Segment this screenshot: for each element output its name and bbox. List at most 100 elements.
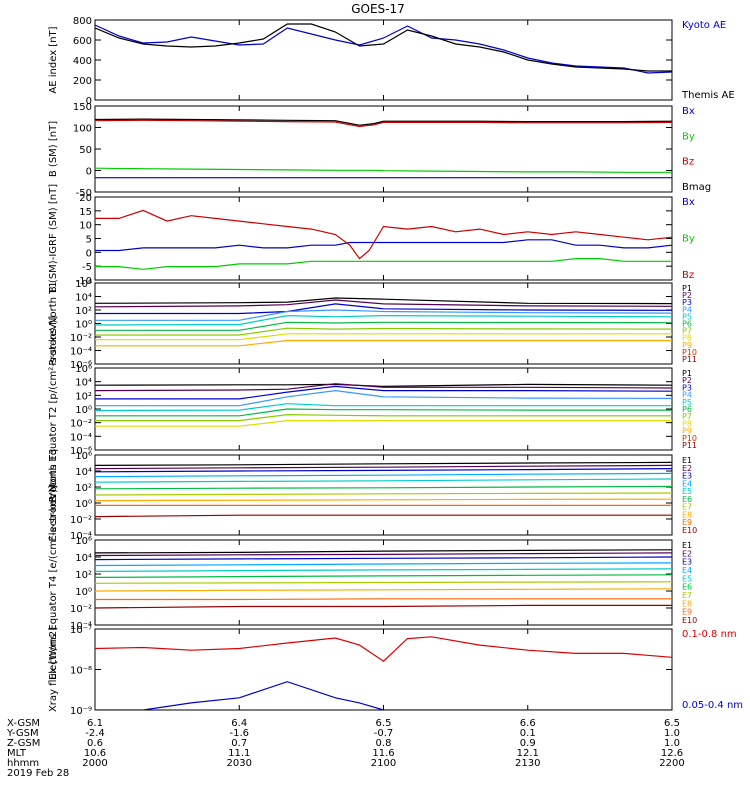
legend-E9: E9 bbox=[682, 518, 692, 527]
y-tick-label: 150 bbox=[73, 102, 92, 113]
legend-P4: P4 bbox=[682, 305, 692, 314]
y-tick-label: 0 bbox=[86, 96, 92, 107]
legend-E3: E3 bbox=[682, 558, 692, 567]
y-tick-label: 800 bbox=[73, 16, 92, 27]
legend-E4: E4 bbox=[682, 479, 692, 488]
series-line-E3 bbox=[95, 468, 672, 473]
axis-row-value: 2130 bbox=[515, 758, 540, 769]
series-line-E4 bbox=[95, 472, 672, 478]
axis-row-value: 12.1 bbox=[517, 748, 539, 759]
y-tick-label: 15 bbox=[79, 207, 92, 218]
y-tick-label: 10⁶ bbox=[75, 279, 92, 290]
series-line-E1 bbox=[95, 549, 672, 554]
y-tick-label: 10⁰ bbox=[75, 320, 92, 331]
legend-E2: E2 bbox=[682, 549, 692, 558]
legend-P2: P2 bbox=[682, 291, 692, 300]
axis-row-value: 0.1 bbox=[520, 728, 536, 739]
axis-row-label: MLT bbox=[7, 748, 27, 759]
y-axis-label: Electrons Equator T4 [e/(cm²-s-sr-keV)] bbox=[48, 485, 59, 680]
series-line-E10 bbox=[95, 514, 672, 518]
series-line-E7 bbox=[95, 581, 672, 584]
series-line-P7 bbox=[95, 413, 672, 422]
y-tick-label: 0 bbox=[86, 167, 92, 178]
y-tick-label: 100 bbox=[73, 124, 92, 135]
y-tick-label: 10⁶ bbox=[75, 536, 92, 547]
y-tick-label: 20 bbox=[79, 193, 92, 204]
axis-row-value: 6.4 bbox=[231, 718, 247, 729]
series-line-E3 bbox=[95, 556, 672, 561]
series-line-Bz bbox=[95, 119, 672, 128]
legend-P3: P3 bbox=[682, 298, 692, 307]
legend-P9: P9 bbox=[682, 427, 692, 436]
y-tick-label: 10⁻² bbox=[70, 419, 92, 430]
y-tick-label: 600 bbox=[73, 36, 92, 47]
legend-P2: P2 bbox=[682, 376, 692, 385]
y-tick-label: 5 bbox=[86, 235, 92, 246]
axis-row-value: 2000 bbox=[82, 758, 107, 769]
y-tick-label: 10⁴ bbox=[75, 467, 92, 478]
axis-row-value: 1.0 bbox=[664, 728, 680, 739]
y-axis-label: Electrons North T3 bbox=[48, 448, 59, 541]
series-line-P6 bbox=[95, 408, 672, 417]
axis-row-value: 12.6 bbox=[661, 748, 683, 759]
legend-P11: P11 bbox=[682, 355, 697, 364]
panel-1: 0 200 400 600 800 AE index [nT] Kyoto AE Themis… bbox=[48, 16, 735, 107]
legend-P9: P9 bbox=[682, 341, 692, 350]
legend-P7: P7 bbox=[682, 327, 692, 336]
panel-2: -50 0 50 100 150 B (SM) [nT] Bx By Bz Bmag bbox=[48, 102, 711, 199]
legend-E3: E3 bbox=[682, 472, 692, 481]
legend-E4: E4 bbox=[682, 566, 692, 575]
y-tick-label: 10 bbox=[79, 221, 92, 232]
legend-P8: P8 bbox=[682, 419, 692, 428]
legend-P8: P8 bbox=[682, 334, 692, 343]
panel-frame bbox=[94, 367, 673, 451]
axis-row-label: hhmm bbox=[7, 758, 39, 769]
axis-row-value: 6.5 bbox=[376, 718, 392, 729]
series-line-E8 bbox=[95, 498, 672, 502]
axis-row-value: 6.6 bbox=[520, 718, 536, 729]
series-line-P5 bbox=[95, 314, 672, 326]
series-line-Themis-AE bbox=[95, 23, 672, 72]
y-axis-label: Protons Equator T2 [p/(cm²-s-sr-keV)] bbox=[48, 316, 59, 503]
y-tick-label: 10⁴ bbox=[75, 293, 92, 304]
y-tick-label: 10⁻² bbox=[70, 515, 92, 526]
y-tick-label: 10⁻⁸ bbox=[70, 666, 92, 677]
panel-frame bbox=[94, 282, 673, 365]
y-tick-label: 400 bbox=[73, 56, 92, 67]
y-axis-label: Xray flux [W/m2] bbox=[48, 627, 59, 712]
panel-5: 10⁻⁶ 10⁻⁴ 10⁻² 10⁰ 10² 10⁴ 10⁶ Protons Equator … bbox=[48, 316, 697, 503]
legend-Bz: Bz bbox=[682, 270, 694, 281]
series-line-E7 bbox=[95, 492, 672, 496]
axis-row-value: 0.9 bbox=[520, 738, 536, 749]
y-tick-label: 10⁻⁴ bbox=[70, 432, 92, 443]
axis-row-value: 2030 bbox=[227, 758, 252, 769]
axis-row-value: 6.5 bbox=[664, 718, 680, 729]
legend-By: By bbox=[682, 131, 695, 142]
axis-row-label: X-GSM bbox=[7, 718, 40, 729]
y-tick-label: 10⁻⁴ bbox=[70, 621, 92, 632]
legend-E10: E10 bbox=[682, 526, 697, 535]
series-line-E10 bbox=[95, 604, 672, 609]
legend-E8: E8 bbox=[682, 599, 692, 608]
y-tick-label: 10⁰ bbox=[75, 499, 92, 510]
y-tick-label: 0 bbox=[86, 248, 92, 259]
series-line-P5 bbox=[95, 403, 672, 412]
panel-frame bbox=[94, 196, 673, 281]
series-line-P1 bbox=[95, 297, 672, 305]
axis-row-value: 10.6 bbox=[84, 748, 106, 759]
y-tick-label: 10⁶ bbox=[75, 451, 92, 462]
y-tick-label: 10² bbox=[75, 570, 92, 581]
panel-frame bbox=[94, 628, 673, 711]
legend-E7: E7 bbox=[682, 503, 692, 512]
series-line-P8 bbox=[95, 420, 672, 427]
legend-E1: E1 bbox=[682, 456, 692, 465]
legend-P5: P5 bbox=[682, 312, 692, 321]
y-tick-label: 50 bbox=[79, 145, 92, 156]
y-tick-label: -5 bbox=[82, 262, 92, 273]
y-tick-label: 10⁴ bbox=[75, 378, 92, 389]
series-line-By bbox=[95, 258, 672, 270]
panel-8: 10⁻⁹ 10⁻⁸ 10⁻⁷ Xray flux [W/m2] 0.1-0.8 nm 0.… bbox=[48, 625, 743, 717]
